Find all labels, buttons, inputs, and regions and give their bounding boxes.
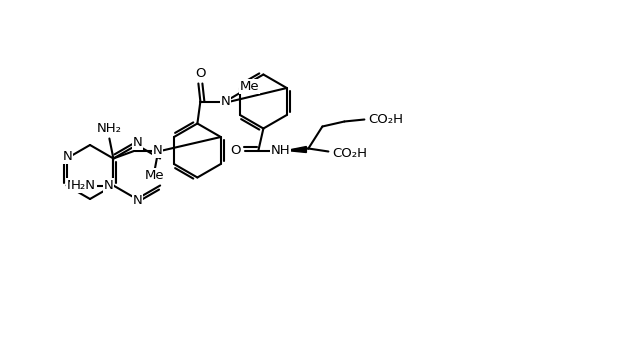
Text: N: N xyxy=(133,194,142,207)
Text: O: O xyxy=(195,67,206,80)
Text: H₂N: H₂N xyxy=(71,179,96,192)
Text: CO₂H: CO₂H xyxy=(368,113,403,126)
Text: N: N xyxy=(220,95,230,108)
Text: N: N xyxy=(104,179,113,192)
Text: NH: NH xyxy=(270,144,290,157)
Text: N: N xyxy=(153,144,162,157)
Text: NH₂: NH₂ xyxy=(97,122,122,135)
Text: O: O xyxy=(230,144,241,157)
Text: N: N xyxy=(133,136,142,150)
Text: N: N xyxy=(63,150,73,163)
Text: Me: Me xyxy=(239,80,259,93)
Text: N: N xyxy=(66,179,77,192)
Text: CO₂H: CO₂H xyxy=(332,147,367,160)
Text: Me: Me xyxy=(144,169,164,182)
Polygon shape xyxy=(286,147,306,152)
